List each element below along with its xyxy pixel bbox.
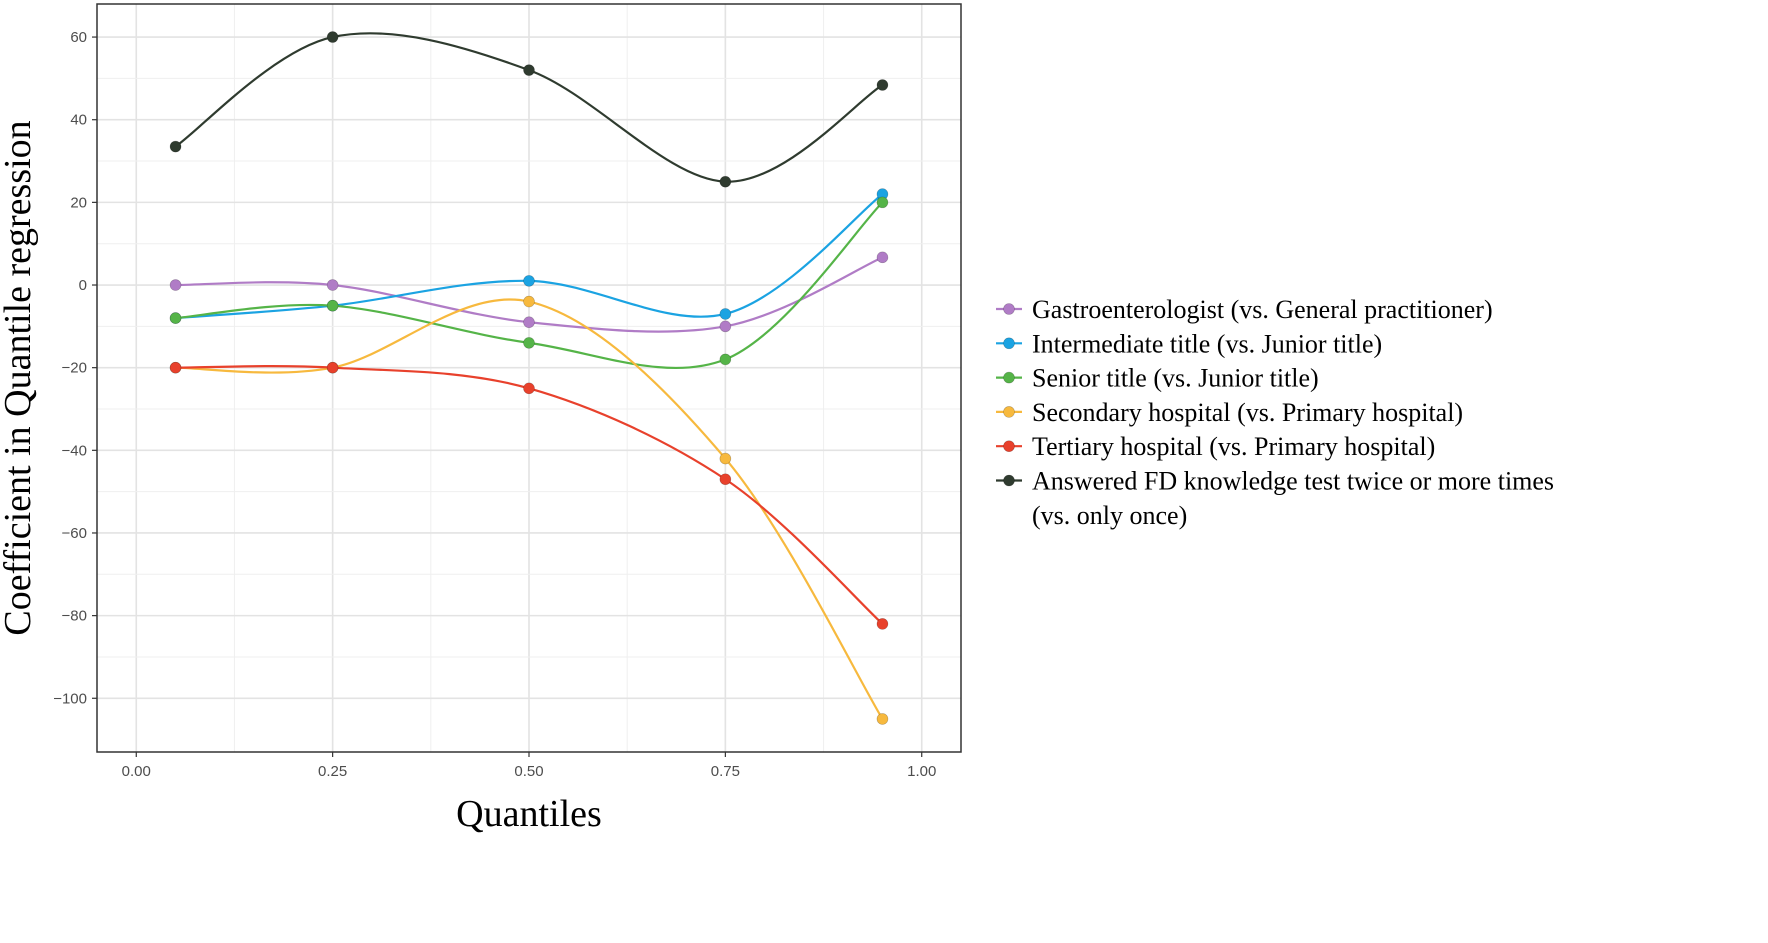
series-4 [169,361,889,630]
x-tick-label: 0.00 [122,763,151,780]
axes: 0.00 0.25 0.50 0.75 1.00 60 40 20 0 −20 −40 −60 −80 −… [53,29,936,780]
grid [97,4,961,752]
data-point [169,361,182,374]
legend-item: Gastroenterologist (vs. General practiti… [996,295,1493,324]
y-tick-label: 60 [70,29,87,46]
x-tick-label: 0.25 [318,763,347,780]
data-point [719,175,732,188]
legend-item: Intermediate title (vs. Junior title) [996,329,1382,358]
data-point [326,299,339,312]
legend-item: Senior title (vs. Junior title) [996,364,1319,393]
data-point [326,31,339,43]
legend-label: Tertiary hospital (vs. Primary hospital) [1032,432,1435,461]
x-tick-label: 1.00 [907,763,936,780]
series-2 [169,196,889,370]
x-tick-label: 0.50 [514,763,543,780]
series-0 [169,251,889,333]
data-point [523,295,535,308]
legend-label: Answered FD knowledge test twice or more… [1032,467,1554,496]
y-tick-label: −100 [53,690,87,707]
legend-label: (vs. only once) [1032,501,1187,530]
data-point [169,140,182,153]
y-tick-label: 40 [70,112,87,129]
y-tick-label: 0 [79,277,87,294]
y-tick-label: −60 [62,525,87,542]
data-point [326,361,339,374]
data-point [523,316,535,329]
data-point [876,713,889,725]
data-point [523,275,535,287]
data-point [876,79,889,91]
data-point [876,251,889,264]
legend-key-point [1003,406,1015,418]
data-point [719,320,732,333]
data-point [719,452,732,465]
legend-label: Secondary hospital (vs. Primary hospital… [1032,398,1463,427]
y-tick-label: −40 [62,442,87,459]
legend-key-point [1003,303,1015,315]
series-line [175,201,884,370]
series-line [175,298,884,720]
legend-key-point [1003,371,1015,384]
legend-item: Answered FD knowledge test twice or more… [996,467,1554,530]
data-point [876,618,889,630]
series-layer [169,31,889,725]
data-point [876,196,889,209]
data-point [719,308,732,320]
legend: Gastroenterologist (vs. General practiti… [996,295,1554,530]
data-point [719,473,732,486]
legend-label: Intermediate title (vs. Junior title) [1032,329,1382,358]
data-point [169,279,182,291]
series-5 [169,31,889,188]
data-point [719,353,732,366]
data-point [523,382,535,395]
x-tick-label: 0.75 [711,763,740,780]
legend-key-point [1003,337,1015,350]
y-tick-label: −80 [62,608,87,625]
y-tick-label: 20 [70,194,87,211]
legend-item: Tertiary hospital (vs. Primary hospital) [996,432,1435,461]
data-point [326,279,339,291]
y-tick-label: −20 [62,360,87,377]
legend-label: Senior title (vs. Junior title) [1032,364,1319,393]
legend-key-point [1003,440,1015,453]
data-point [523,337,535,349]
data-point [169,312,182,324]
legend-item: Secondary hospital (vs. Primary hospital… [996,398,1463,427]
data-point [523,64,535,76]
legend-label: Gastroenterologist (vs. General practiti… [1032,295,1493,324]
y-axis-title: Coefficient in Quantile regression [0,120,39,635]
legend-key-point [1003,474,1015,487]
x-axis-title: Quantiles [456,793,602,835]
